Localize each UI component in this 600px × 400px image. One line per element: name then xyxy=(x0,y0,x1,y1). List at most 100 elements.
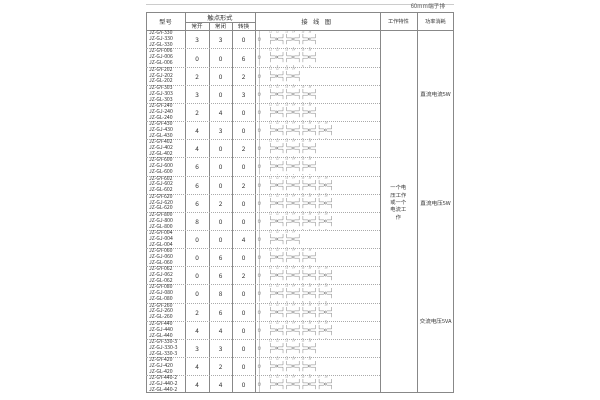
svg-text:14: 14 xyxy=(292,303,295,306)
svg-text:11: 11 xyxy=(269,321,272,324)
svg-text:12: 12 xyxy=(276,85,279,88)
svg-text:15: 15 xyxy=(301,121,304,124)
svg-text:14: 14 xyxy=(292,284,295,287)
svg-text:13: 13 xyxy=(285,176,288,179)
svg-text:11: 11 xyxy=(269,67,272,70)
svg-text:11: 11 xyxy=(269,157,272,160)
svg-text:12: 12 xyxy=(276,121,279,124)
svg-text:12: 12 xyxy=(276,284,279,287)
svg-text:18: 18 xyxy=(325,375,328,378)
svg-text:11: 11 xyxy=(269,339,272,342)
svg-text:14: 14 xyxy=(292,139,295,142)
svg-text:14: 14 xyxy=(292,48,295,51)
svg-text:15: 15 xyxy=(301,303,304,306)
svg-text:11: 11 xyxy=(269,357,272,360)
svg-text:15: 15 xyxy=(301,103,304,106)
svg-text:11: 11 xyxy=(269,48,272,51)
svg-text:13: 13 xyxy=(285,303,288,306)
svg-text:12: 12 xyxy=(276,230,279,233)
svg-text:12: 12 xyxy=(276,67,279,70)
svg-text:17: 17 xyxy=(318,194,321,197)
svg-text:12: 12 xyxy=(276,194,279,197)
svg-text:12: 12 xyxy=(276,303,279,306)
svg-text:12: 12 xyxy=(276,339,279,342)
svg-text:14: 14 xyxy=(292,103,295,106)
svg-text:16: 16 xyxy=(308,248,311,251)
svg-text:14: 14 xyxy=(292,266,295,269)
svg-text:12: 12 xyxy=(276,375,279,378)
svg-text:11: 11 xyxy=(269,194,272,197)
svg-text:14: 14 xyxy=(292,248,295,251)
svg-text:18: 18 xyxy=(325,266,328,269)
svg-text:12: 12 xyxy=(276,103,279,106)
svg-text:18: 18 xyxy=(325,303,328,306)
svg-text:14: 14 xyxy=(292,67,295,70)
svg-text:14: 14 xyxy=(292,30,295,33)
svg-text:11: 11 xyxy=(269,266,272,269)
svg-text:12: 12 xyxy=(276,157,279,160)
svg-text:13: 13 xyxy=(285,248,288,251)
svg-text:11: 11 xyxy=(269,284,272,287)
svg-text:16: 16 xyxy=(308,85,311,88)
svg-text:12: 12 xyxy=(276,139,279,142)
svg-text:11: 11 xyxy=(269,103,272,106)
svg-text:13: 13 xyxy=(285,357,288,360)
svg-text:11: 11 xyxy=(269,176,272,179)
svg-text:15: 15 xyxy=(301,339,304,342)
svg-text:12: 12 xyxy=(276,48,279,51)
svg-text:17: 17 xyxy=(318,266,321,269)
svg-text:14: 14 xyxy=(292,194,295,197)
svg-text:11: 11 xyxy=(269,375,272,378)
svg-text:14: 14 xyxy=(292,212,295,215)
svg-text:13: 13 xyxy=(285,194,288,197)
svg-text:16: 16 xyxy=(308,30,311,33)
svg-text:16: 16 xyxy=(308,194,311,197)
svg-text:15: 15 xyxy=(301,212,304,215)
svg-text:3: 3 xyxy=(286,391,288,393)
svg-text:13: 13 xyxy=(285,30,288,33)
svg-text:18: 18 xyxy=(325,121,328,124)
svg-text:1: 1 xyxy=(270,391,272,393)
svg-text:18: 18 xyxy=(325,212,328,215)
svg-text:2: 2 xyxy=(277,391,279,393)
svg-text:14: 14 xyxy=(292,321,295,324)
svg-text:15: 15 xyxy=(301,357,304,360)
svg-text:13: 13 xyxy=(285,103,288,106)
svg-text:12: 12 xyxy=(276,266,279,269)
svg-text:12: 12 xyxy=(276,357,279,360)
svg-text:15: 15 xyxy=(301,85,304,88)
svg-text:12: 12 xyxy=(276,176,279,179)
svg-text:18: 18 xyxy=(325,321,328,324)
svg-text:13: 13 xyxy=(285,321,288,324)
svg-text:15: 15 xyxy=(301,375,304,378)
svg-text:16: 16 xyxy=(308,176,311,179)
svg-text:14: 14 xyxy=(292,85,295,88)
svg-text:14: 14 xyxy=(292,357,295,360)
svg-text:18: 18 xyxy=(325,176,328,179)
svg-text:7: 7 xyxy=(318,391,320,393)
svg-text:15: 15 xyxy=(301,321,304,324)
svg-text:15: 15 xyxy=(301,194,304,197)
svg-text:11: 11 xyxy=(269,139,272,142)
svg-text:12: 12 xyxy=(276,212,279,215)
svg-text:14: 14 xyxy=(292,375,295,378)
svg-text:15: 15 xyxy=(301,176,304,179)
svg-text:14: 14 xyxy=(292,157,295,160)
svg-text:8: 8 xyxy=(325,391,327,393)
svg-text:5: 5 xyxy=(302,391,304,393)
svg-text:6: 6 xyxy=(309,391,311,393)
svg-text:17: 17 xyxy=(318,212,321,215)
svg-text:13: 13 xyxy=(285,48,288,51)
svg-text:15: 15 xyxy=(301,48,304,51)
svg-text:14: 14 xyxy=(292,176,295,179)
svg-text:16: 16 xyxy=(308,212,311,215)
svg-text:13: 13 xyxy=(285,139,288,142)
svg-text:12: 12 xyxy=(276,30,279,33)
svg-text:11: 11 xyxy=(269,121,272,124)
svg-text:18: 18 xyxy=(325,194,328,197)
svg-text:13: 13 xyxy=(285,230,288,233)
svg-text:17: 17 xyxy=(318,176,321,179)
svg-text:16: 16 xyxy=(308,139,311,142)
svg-text:12: 12 xyxy=(276,321,279,324)
svg-text:13: 13 xyxy=(285,121,288,124)
